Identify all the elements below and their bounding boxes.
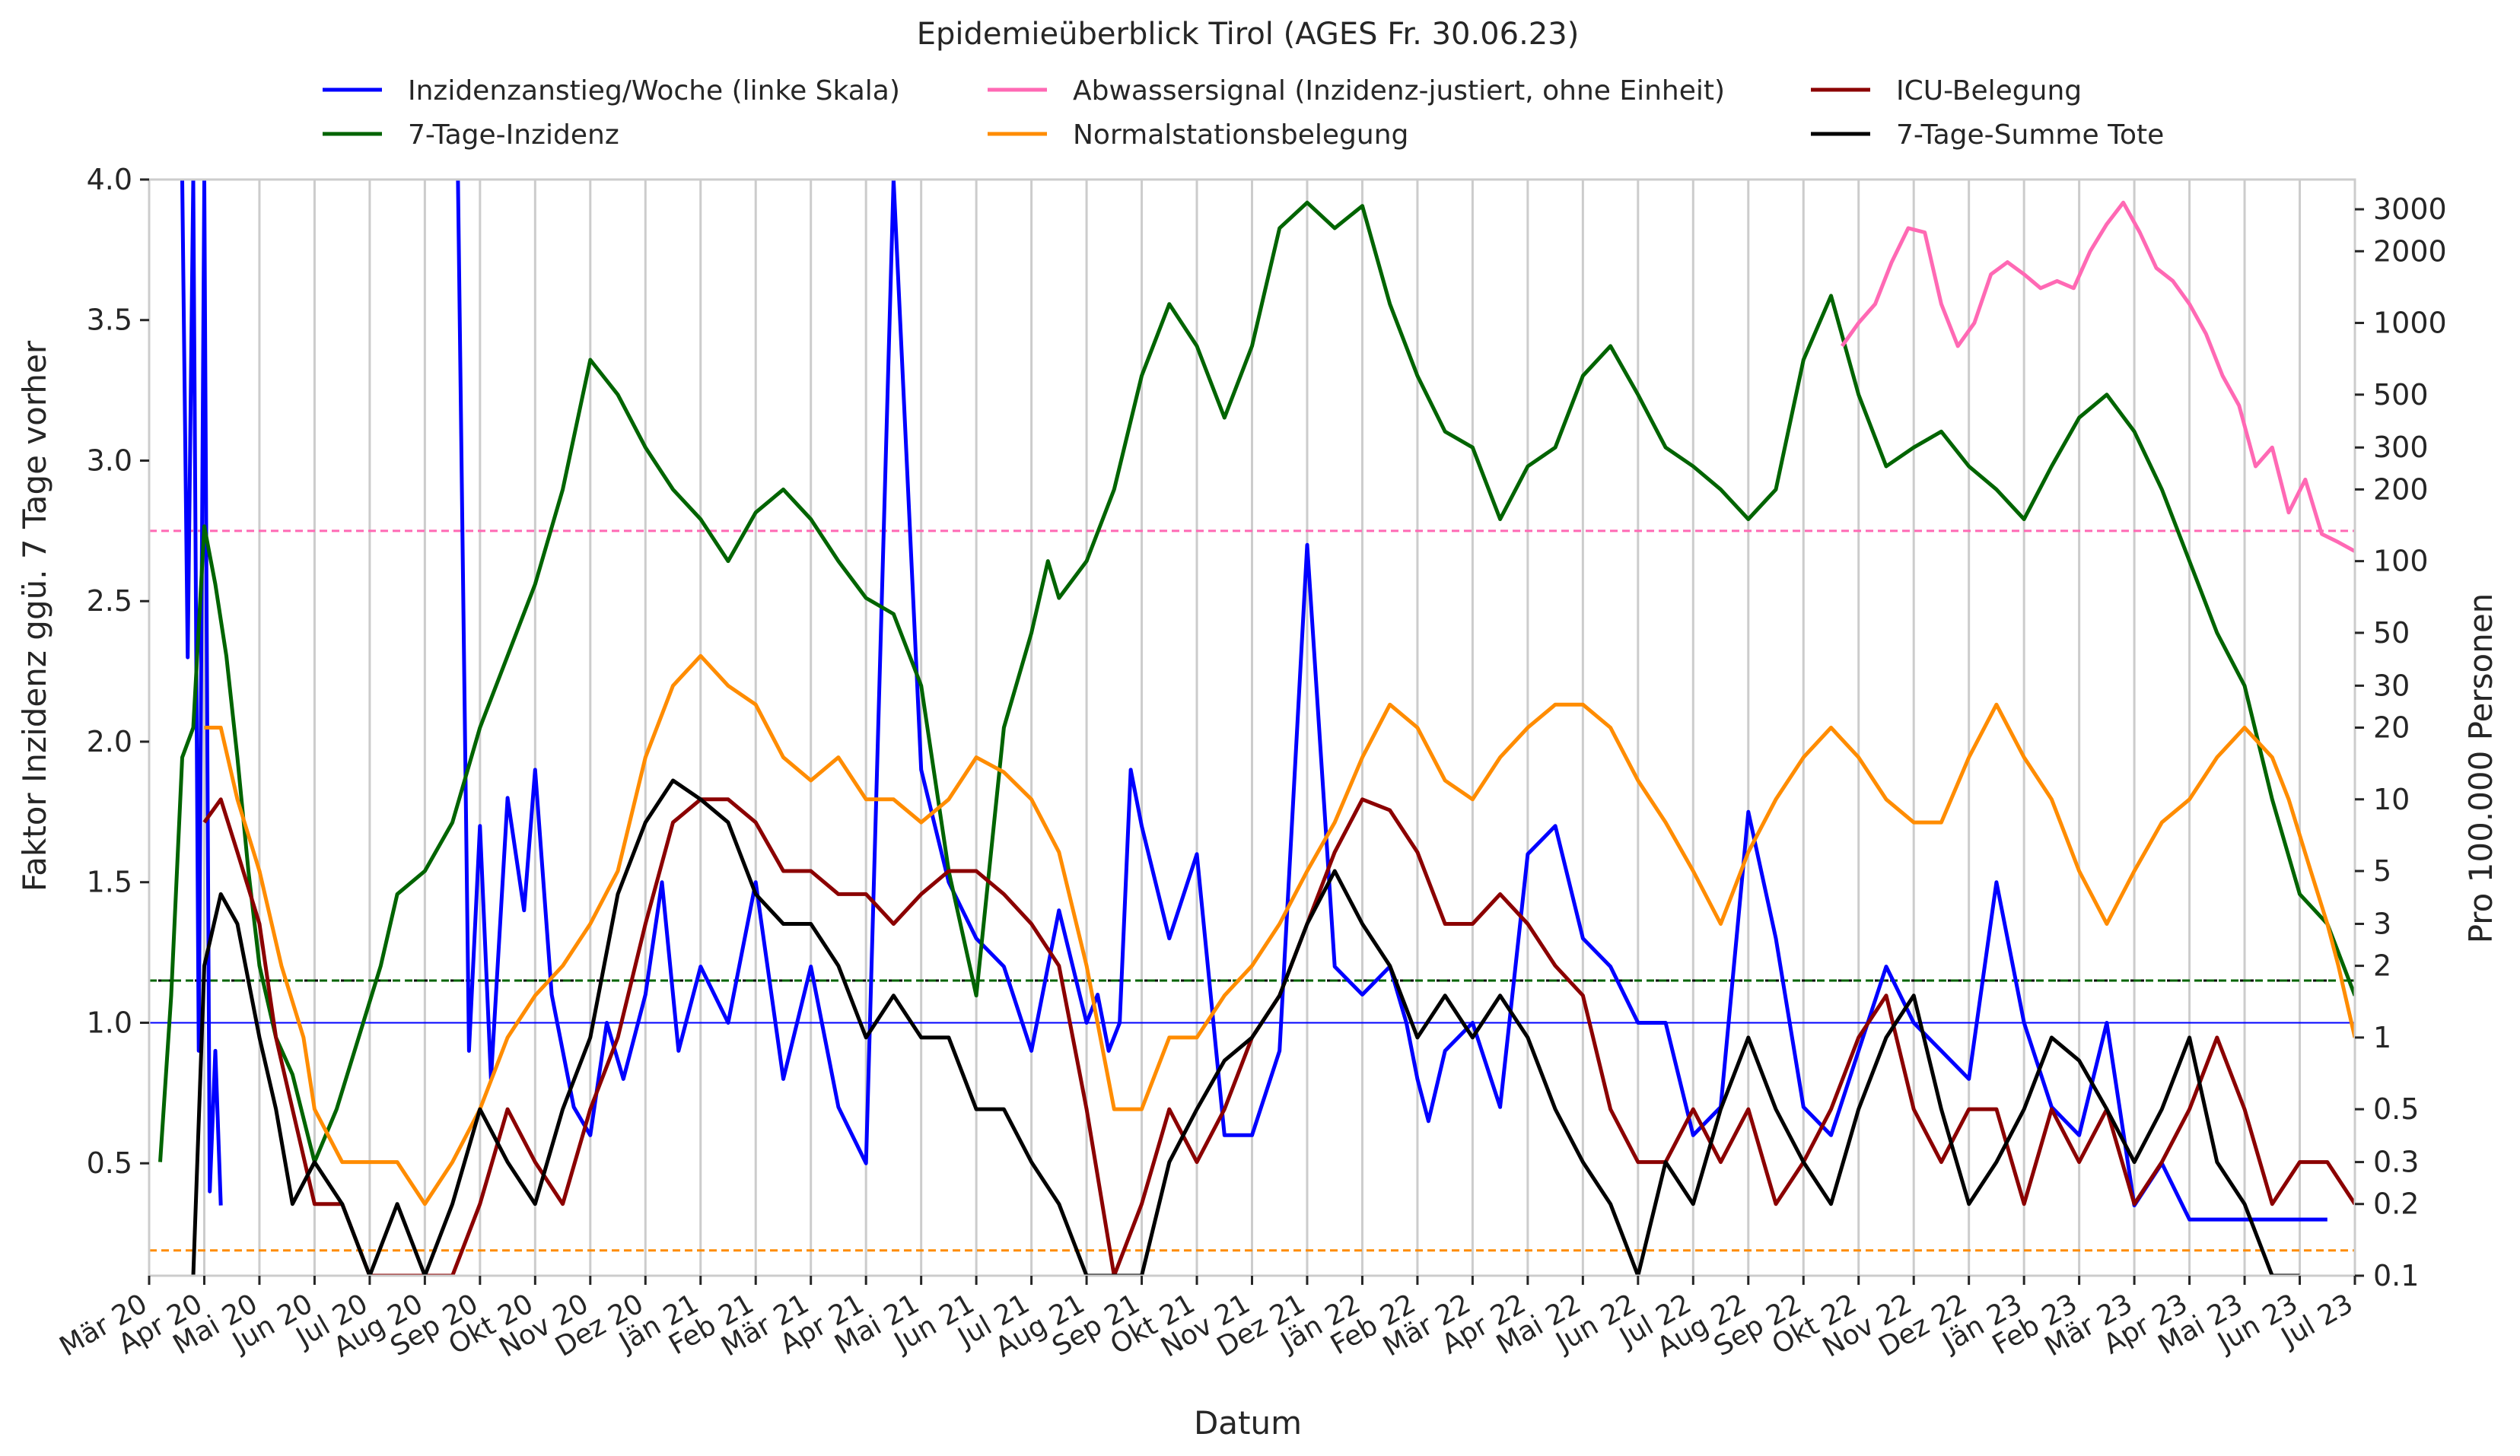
y-left-tick-label: 3.5 — [87, 304, 132, 337]
legend-label: ICU-Belegung — [1896, 75, 2082, 106]
y-right-tick-label: 0.1 — [2373, 1259, 2419, 1292]
y-right-tick-label: 1000 — [2373, 307, 2447, 340]
x-axis-label: Datum — [1194, 1404, 1302, 1442]
y-left-tick-label: 1.0 — [87, 1006, 132, 1039]
legend-label: Inzidenzanstieg/Woche (linke Skala) — [408, 75, 900, 106]
y-right-tick-label: 2 — [2373, 949, 2391, 983]
legend-label: Abwassersignal (Inzidenz-justiert, ohne … — [1073, 75, 1725, 106]
left-axis: 0.5 1.0 1.5 2.0 2.5 3.0 3.5 4.0 — [87, 163, 149, 1180]
y-left-tick-label: 3.0 — [87, 443, 132, 477]
y-right-tick-label: 3 — [2373, 907, 2391, 940]
series-line — [1840, 200, 2355, 553]
y-right-tick-label: 0.3 — [2373, 1146, 2419, 1179]
legend-label: 7-Tage-Inzidenz — [408, 119, 619, 151]
y-right-tick-label: 0.2 — [2373, 1187, 2419, 1221]
y-left-tick-label: 2.5 — [87, 584, 132, 618]
y-right-tick-label: 5 — [2373, 854, 2391, 888]
y-right-tick-label: 1 — [2373, 1021, 2391, 1054]
y-right-tick-label: 50 — [2373, 616, 2410, 650]
y-right-tick-label: 300 — [2373, 431, 2429, 464]
legend-label: Normalstationsbelegung — [1073, 119, 1408, 151]
series-line — [180, 180, 2328, 1222]
y-left-tick-label: 4.0 — [87, 163, 132, 196]
series-line — [204, 653, 2355, 1206]
gridlines — [148, 180, 2356, 1276]
y-right-tick-label: 10 — [2373, 783, 2410, 816]
y-right-tick-label: 2000 — [2373, 234, 2447, 268]
y-axis-label-left: Faktor Inzidenz ggü. 7 Tage vorher — [16, 340, 53, 892]
y-right-tick-label: 0.5 — [2373, 1092, 2419, 1126]
y-right-tick-label: 500 — [2373, 378, 2429, 412]
y-right-tick-label: 100 — [2373, 545, 2429, 578]
y-right-tick-label: 200 — [2373, 472, 2429, 506]
chart-title: Epidemieüberblick Tirol (AGES Fr. 30.06.… — [917, 17, 1580, 52]
right-axis: 0.1 0.2 0.3 0.5 1 2 3 5 10 20 30 50 100 200 300 500 1000… — [2355, 192, 2447, 1292]
y-axis-label-right: Pro 100.000 Personen — [2462, 593, 2499, 944]
y-right-tick-label: 3000 — [2373, 192, 2447, 226]
y-left-tick-label: 1.5 — [87, 866, 132, 899]
y-right-tick-label: 30 — [2373, 669, 2410, 702]
series-layer — [158, 180, 2355, 1276]
legend-label: 7-Tage-Summe Tote — [1896, 119, 2164, 151]
y-right-tick-label: 20 — [2373, 711, 2410, 745]
legend: Inzidenzanstieg/Woche (linke Skala) 7-Tag… — [323, 75, 2164, 151]
series-line — [191, 778, 2300, 1276]
y-left-tick-label: 0.5 — [87, 1146, 132, 1180]
series-line — [158, 200, 2355, 1165]
y-left-tick-label: 2.0 — [87, 725, 132, 758]
